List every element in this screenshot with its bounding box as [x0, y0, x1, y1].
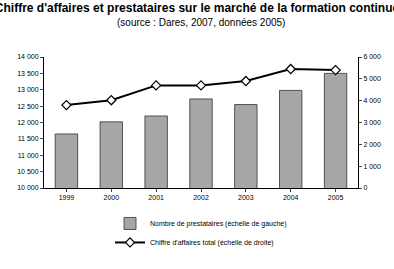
svg-text:10 500: 10 500 [17, 168, 39, 175]
svg-text:2003: 2003 [238, 194, 254, 201]
svg-text:2 000: 2 000 [363, 141, 381, 148]
svg-text:0: 0 [363, 184, 367, 191]
svg-text:13 500: 13 500 [17, 70, 39, 77]
svg-text:(source : Dares, 2007, données: (source : Dares, 2007, données 2005) [117, 17, 285, 28]
svg-text:2004: 2004 [283, 194, 299, 201]
svg-text:1999: 1999 [59, 194, 75, 201]
svg-text:11 000: 11 000 [18, 152, 39, 159]
svg-text:6 000: 6 000 [363, 53, 381, 60]
svg-text:11 500: 11 500 [18, 135, 39, 142]
svg-text:5 000: 5 000 [363, 75, 381, 82]
svg-text:10 000: 10 000 [17, 184, 39, 191]
svg-text:Nombre de prestataires (échell: Nombre de prestataires (échelle de gauch… [150, 220, 287, 228]
svg-text:2000: 2000 [104, 194, 120, 201]
svg-text:13 000: 13 000 [17, 86, 39, 93]
svg-text:1 000: 1 000 [363, 163, 381, 170]
svg-text:Chiffre d'affaires et prestata: Chiffre d'affaires et prestataires sur l… [0, 1, 394, 15]
svg-text:12 500: 12 500 [17, 103, 39, 110]
svg-text:14 000: 14 000 [17, 53, 39, 60]
svg-text:12 000: 12 000 [17, 119, 39, 126]
svg-text:Chiffre d'affaires total (éche: Chiffre d'affaires total (échelle de dro… [150, 239, 274, 247]
svg-text:4 000: 4 000 [363, 97, 381, 104]
svg-text:2001: 2001 [148, 194, 164, 201]
svg-text:2002: 2002 [193, 194, 209, 201]
svg-text:2005: 2005 [328, 194, 344, 201]
svg-text:3 000: 3 000 [363, 119, 381, 126]
